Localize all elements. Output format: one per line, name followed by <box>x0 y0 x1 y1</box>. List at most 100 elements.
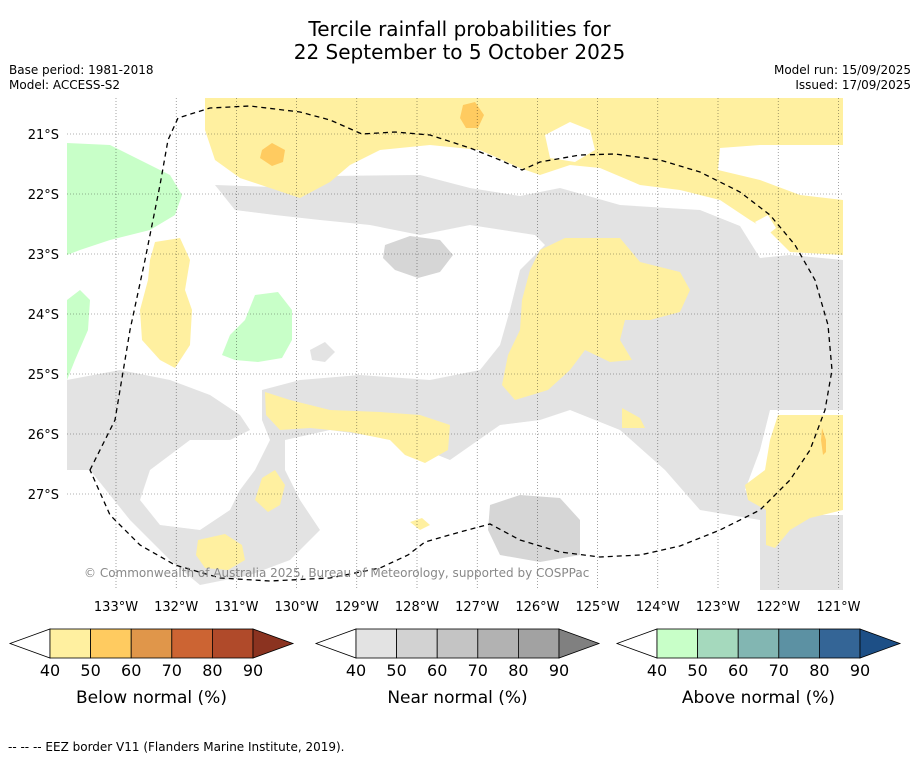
colorbar-label: Below normal (%) <box>76 688 227 708</box>
colorbar-segment <box>49 628 91 659</box>
colorbar-segment <box>477 628 519 659</box>
below-normal-region <box>196 534 245 570</box>
issued-date: Issued: 17/09/2025 <box>795 78 911 92</box>
near-normal-region-darker <box>383 236 453 278</box>
colorbar-segment <box>130 628 173 659</box>
longitude-label: 121°W <box>816 600 860 615</box>
longitude-label: 126°W <box>515 600 559 615</box>
latitude-label: 23°S <box>28 248 59 263</box>
colorbar-label: Near normal (%) <box>387 688 527 708</box>
colorbar-tick-label: 80 <box>809 661 829 680</box>
colorbar-max-extend <box>859 628 902 659</box>
above-normal-region <box>67 143 182 255</box>
colorbar-tick-label: 80 <box>508 661 528 680</box>
copyright-notice: © Commonwealth of Australia 2025, Bureau… <box>84 566 589 580</box>
colorbar-tick-label: 40 <box>647 661 667 680</box>
colorbar-tick-label: 50 <box>80 661 100 680</box>
colorbar-min-extend <box>8 628 51 659</box>
colorbar-segment <box>656 628 698 659</box>
colorbar-tick-label: 60 <box>121 661 141 680</box>
colorbar-segment <box>737 628 780 659</box>
chart-title: Tercile rainfall probabilities for 22 Se… <box>0 18 919 64</box>
below-normal-region <box>410 518 430 530</box>
near-normal-region-darker <box>488 495 580 562</box>
below-normal-region <box>265 392 450 463</box>
ocean-gap <box>755 215 776 236</box>
colorbar-max-extend <box>558 628 601 659</box>
colorbar-tick-label: 80 <box>202 661 222 680</box>
colorbar-label: Above normal (%) <box>682 688 835 708</box>
above-normal-colorbar: 40 50 60 70 80 90 Above normal (%) <box>615 628 902 708</box>
longitude-label: 124°W <box>636 600 680 615</box>
colorbar-segment <box>778 628 820 659</box>
eez-border <box>89 105 833 582</box>
near-normal-region-small <box>310 342 335 362</box>
graticule <box>67 98 843 590</box>
ocean-gap <box>545 122 595 162</box>
colorbar-segment <box>171 628 213 659</box>
colorbar-min-extend <box>314 628 357 659</box>
below-normal-50-region <box>821 428 826 455</box>
colorbar-tick-label: 60 <box>728 661 748 680</box>
longitude-label: 122°W <box>756 600 800 615</box>
colorbar-segment <box>211 628 254 659</box>
longitude-label: 132°W <box>154 600 198 615</box>
colorbar-tick-label: 90 <box>243 661 263 680</box>
colorbar-min-extend <box>615 628 658 659</box>
latitude-label: 24°S <box>28 308 59 323</box>
below-normal-colorbar: 40 50 60 70 80 90 Below normal (%) <box>8 628 295 708</box>
colorbar-tick-label: 40 <box>40 661 60 680</box>
colorbars: 40 50 60 70 80 90 Below normal (%) 40 50 60 70 80 90… <box>8 628 902 708</box>
colorbar-segment <box>697 628 739 659</box>
title-line-1: Tercile rainfall probabilities for <box>308 17 611 41</box>
below-normal-region <box>622 408 645 428</box>
model-name: Model: ACCESS-S2 <box>9 78 121 92</box>
below-normal-50-region <box>260 143 285 166</box>
longitude-label: 130°W <box>275 600 319 615</box>
latitude-labels: 21°S 22°S 23°S 24°S 25°S 26°S 27°S <box>28 128 59 503</box>
longitude-labels: 133°W 132°W 131°W 130°W 129°W 128°W 127°W 126°W… <box>94 600 861 615</box>
meta-left: Base period: 1981-2018 Model: ACCESS-S2 <box>9 63 154 93</box>
eez-footnote: -- -- -- EEZ border V11 (Flanders Marine… <box>8 740 345 754</box>
colorbar-tick-label: 90 <box>549 661 569 680</box>
colorbar-tick-label: 60 <box>427 661 447 680</box>
colorbar-segment <box>355 628 397 659</box>
colorbar-segment <box>436 628 479 659</box>
longitude-label: 128°W <box>395 600 439 615</box>
colorbar-tick-label: 70 <box>468 661 488 680</box>
below-normal-region <box>255 470 285 512</box>
colorbar-tick-label: 70 <box>162 661 182 680</box>
colorbar-segment <box>396 628 438 659</box>
latitude-label: 21°S <box>28 128 59 143</box>
longitude-label: 131°W <box>214 600 258 615</box>
colorbar-max-extend <box>252 628 295 659</box>
above-normal-region <box>67 290 90 380</box>
latitude-label: 22°S <box>28 188 59 203</box>
meta-right: Model run: 15/09/2025 Issued: 17/09/2025 <box>774 63 911 93</box>
colorbar-segment <box>819 628 861 659</box>
latitude-label: 25°S <box>28 368 59 383</box>
longitude-label: 123°W <box>696 600 740 615</box>
latitude-label: 26°S <box>28 428 59 443</box>
colorbar-tick-label: 90 <box>850 661 870 680</box>
longitude-label: 129°W <box>335 600 379 615</box>
longitude-label: 127°W <box>455 600 499 615</box>
colorbar-tick-label: 50 <box>687 661 707 680</box>
base-period: Base period: 1981-2018 <box>9 63 154 77</box>
colorbar-tick-label: 40 <box>346 661 366 680</box>
colorbar-segment <box>90 628 132 659</box>
title-line-2: 22 September to 5 October 2025 <box>293 40 626 64</box>
below-normal-region <box>502 238 690 400</box>
below-normal-region <box>205 98 843 255</box>
map-field <box>67 98 843 590</box>
colorbar-tick-label: 50 <box>386 661 406 680</box>
longitude-label: 125°W <box>576 600 620 615</box>
above-normal-region <box>222 292 292 362</box>
model-run: Model run: 15/09/2025 <box>773 63 911 77</box>
below-normal-region <box>745 415 843 548</box>
colorbar-segment <box>518 628 560 659</box>
below-normal-50-region <box>460 102 484 128</box>
latitude-label: 27°S <box>28 488 59 503</box>
below-normal-region <box>140 238 192 368</box>
